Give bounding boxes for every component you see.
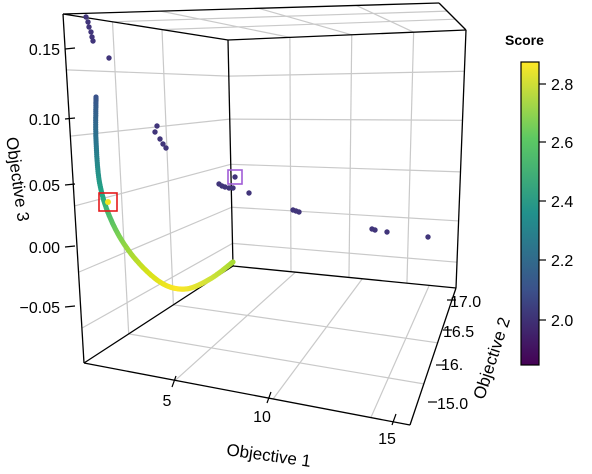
x-tick	[391, 413, 397, 426]
grid-line	[161, 18, 456, 31]
grid-line	[173, 304, 438, 344]
outlier-point	[163, 145, 169, 151]
grid-line	[128, 333, 424, 385]
outlier-point	[88, 29, 94, 35]
grid-line	[111, 21, 130, 334]
colorbar-tick-label: 2.2	[551, 253, 573, 270]
highlight-marker-red	[98, 192, 118, 212]
outlier-point	[90, 38, 96, 44]
y-tick-label: 15.0	[437, 396, 468, 413]
grid-line	[112, 10, 448, 23]
box-edge	[62, 2, 440, 15]
z-tick-label: 0.10	[29, 112, 60, 129]
grid-line	[74, 163, 231, 207]
grid-line	[272, 278, 363, 400]
grid-line	[228, 70, 465, 77]
grid-line	[161, 29, 174, 305]
grid-line	[230, 163, 461, 173]
outlier-point	[106, 55, 112, 61]
colorbar-tick-label: 2.6	[551, 135, 573, 152]
outlier-point	[246, 190, 252, 196]
x-tick	[266, 391, 272, 404]
grid-line	[81, 242, 233, 329]
y-tick-label: 17.0	[450, 294, 481, 311]
grid-line	[66, 69, 229, 77]
x-tick-label: 10	[253, 409, 271, 426]
z-tick	[64, 245, 76, 248]
box-edge	[455, 29, 467, 289]
box-edge	[227, 29, 467, 41]
z-tick-label: 0.05	[29, 178, 60, 195]
grid-lines	[66, 4, 465, 418]
z-tick-label: 0.00	[29, 240, 60, 257]
front-curve-series	[93, 94, 236, 292]
outlier-point	[83, 14, 89, 20]
z-tick	[64, 47, 76, 50]
outlier-point	[152, 129, 158, 135]
outlier-point	[425, 234, 431, 240]
outlier-point	[85, 19, 91, 25]
front-point	[230, 259, 236, 265]
grid-line	[232, 242, 458, 263]
highlight-point	[232, 174, 238, 180]
z-tick	[64, 183, 76, 186]
outlier-point	[86, 24, 92, 30]
colorbar-tick-label: 2.8	[551, 77, 573, 94]
grid-line	[78, 206, 232, 273]
z-tick-label: 0.15	[29, 42, 60, 59]
box-edge	[62, 13, 229, 41]
grid-line	[258, 7, 352, 36]
box-edge	[227, 39, 234, 267]
plot-box-panes	[228, 30, 466, 288]
z-tick	[64, 117, 76, 120]
axes: 0.15 0.10 0.05 0.00 −0.05 5 10 15 15.0 16. 16.5 17.…	[20, 42, 482, 448]
x-tick-label: 5	[163, 393, 172, 410]
colorbar-tick-label: 2.4	[551, 194, 573, 211]
grid-line	[370, 285, 430, 418]
grid-line	[231, 206, 459, 222]
outlier-point	[154, 123, 160, 129]
outlier-point	[157, 136, 163, 142]
back-wall	[228, 30, 466, 288]
highlight-point	[105, 199, 111, 205]
plot-box-edges	[62, 2, 467, 426]
highlight-marker-purple	[227, 169, 243, 185]
outlier-point	[296, 209, 302, 215]
x-axis-title: Objective 1	[225, 440, 312, 471]
z-tick-label: −0.05	[20, 300, 61, 317]
outlier-point	[160, 141, 166, 147]
box-edge	[232, 265, 457, 289]
grid-line	[406, 32, 415, 284]
box-edge	[83, 362, 411, 426]
grid-line	[174, 271, 296, 381]
grid-line	[160, 10, 290, 38]
box-edge	[438, 2, 467, 31]
y-tick-label: 16.5	[443, 324, 474, 341]
y-axis-title: Objective 2	[470, 315, 514, 402]
colorbar-gradient	[520, 61, 540, 366]
grid-line	[289, 37, 292, 272]
outlier-point	[226, 185, 232, 191]
box-edge	[62, 13, 85, 364]
highlight-markers	[98, 169, 243, 212]
grid-line	[229, 118, 463, 121]
outlier-point	[372, 227, 378, 233]
outlier-points	[83, 14, 431, 240]
colorbar-title: Score	[505, 32, 544, 48]
outlier-point	[230, 185, 236, 191]
x-tick-label: 15	[378, 431, 396, 448]
y-tick-label: 16.	[441, 357, 463, 374]
colorbar-tick-label: 2.0	[551, 313, 573, 330]
grid-line	[356, 4, 414, 33]
grid-line	[348, 34, 353, 278]
box-edge	[409, 287, 457, 426]
colorbar: Score 2.8 2.6 2.4 2.2 2.0	[505, 32, 573, 366]
x-tick	[171, 375, 177, 388]
z-tick	[64, 305, 76, 308]
outlier-point	[384, 229, 390, 235]
